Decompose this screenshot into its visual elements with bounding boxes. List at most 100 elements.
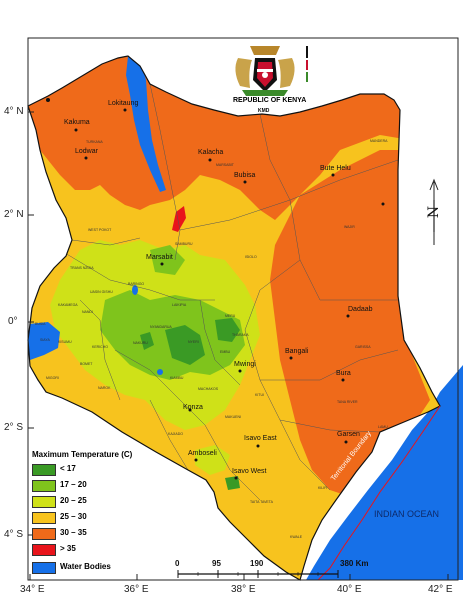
lat-label-2s: 2° S bbox=[4, 422, 24, 433]
county-label: MAKUENI bbox=[225, 415, 241, 419]
zone-below-17 bbox=[225, 476, 240, 490]
county-label: THARAKA bbox=[232, 333, 249, 337]
county-label: KISUMU bbox=[58, 340, 72, 344]
county-label: TRANS NZOIA bbox=[70, 266, 94, 270]
county-label: SIAYA bbox=[40, 338, 50, 342]
town-label: Bubisa bbox=[234, 172, 256, 179]
county-label: BOMET bbox=[80, 362, 93, 366]
town-marker bbox=[234, 476, 238, 480]
zone-above-35 bbox=[172, 206, 186, 232]
lon-label-42e: 42° E bbox=[428, 584, 453, 595]
town-marker bbox=[341, 378, 345, 382]
town-label: Bute Helu bbox=[320, 165, 351, 172]
county-label: MERU bbox=[225, 314, 236, 318]
town-marker bbox=[256, 444, 260, 448]
legend-swatch-below-17 bbox=[32, 464, 56, 476]
town-label: Amboseli bbox=[188, 450, 217, 457]
legend-title: Maximum Temperature (C) bbox=[32, 450, 133, 459]
zone-30-35 bbox=[28, 56, 410, 220]
scale-label: 190 bbox=[250, 559, 264, 568]
lat-label-2n: 2° N bbox=[4, 209, 24, 220]
town-label: Kakuma bbox=[64, 119, 90, 126]
county-label: MANDERA bbox=[370, 139, 388, 143]
county-label: KAKAMEGA bbox=[58, 303, 78, 307]
county-label: BUSIA bbox=[35, 322, 46, 326]
town-marker bbox=[346, 314, 350, 318]
county-label: TURKANA bbox=[86, 140, 103, 144]
county-label: LAIKIPIA bbox=[172, 303, 187, 307]
town-marker bbox=[238, 369, 242, 373]
town-marker bbox=[381, 202, 385, 206]
country-name: REPUBLIC OF KENYA bbox=[233, 97, 307, 104]
county-label: GARISSA bbox=[355, 345, 371, 349]
legend-label: 17 – 20 bbox=[60, 480, 87, 489]
town-marker bbox=[194, 458, 198, 462]
town-label: Bura bbox=[336, 370, 351, 377]
zone-below-17 bbox=[215, 318, 240, 342]
county-label: EMBU bbox=[220, 350, 231, 354]
legend-swatch-17-20 bbox=[32, 480, 56, 492]
kenya-coat-of-arms bbox=[235, 46, 308, 96]
lat-label-0: 0° bbox=[8, 316, 18, 327]
town-marker bbox=[84, 156, 88, 160]
county-label: WEST POKOT bbox=[88, 228, 112, 232]
county-label: TAITA TAVETA bbox=[250, 500, 273, 504]
zone-below-17 bbox=[165, 325, 205, 365]
town-label: Mwingi bbox=[234, 361, 256, 368]
north-arrow-label: N bbox=[426, 205, 443, 219]
county-label: KILIFI bbox=[318, 486, 328, 490]
lake-baringo bbox=[132, 285, 138, 295]
county-label: NYANDARUA bbox=[150, 325, 172, 329]
town-label: Lodwar bbox=[75, 148, 98, 155]
legend-swatch-water bbox=[32, 562, 56, 574]
county-label: MACHAKOS bbox=[198, 387, 219, 391]
town-marker bbox=[46, 98, 50, 102]
county-label: SAMBURU bbox=[175, 242, 193, 246]
county-label: KERICHO bbox=[92, 345, 108, 349]
town-marker bbox=[74, 128, 78, 132]
indian-ocean bbox=[306, 365, 463, 580]
legend-label: 30 – 35 bbox=[60, 528, 87, 537]
legend-label: 25 – 30 bbox=[60, 512, 87, 521]
legend-label: Water Bodies bbox=[60, 562, 111, 571]
lake-turkana bbox=[126, 56, 166, 192]
legend-label: < 17 bbox=[60, 464, 76, 473]
legend-swatch-20-25 bbox=[32, 496, 56, 508]
lake-naivasha bbox=[157, 369, 163, 375]
county-label: KWALE bbox=[290, 535, 303, 539]
county-label: NAROK bbox=[98, 386, 111, 390]
lon-label-36e: 36° E bbox=[124, 584, 149, 595]
zone-20-25 bbox=[195, 445, 230, 475]
county-label: MIGORI bbox=[46, 376, 59, 380]
town-label: Kalacha bbox=[198, 149, 224, 156]
legend-label: 20 – 25 bbox=[60, 496, 87, 505]
town-marker bbox=[160, 262, 164, 266]
county-label: UASIN GISHU bbox=[90, 290, 113, 294]
territorial-boundary-line bbox=[317, 405, 441, 581]
county-label: KITUI bbox=[255, 393, 264, 397]
town-marker bbox=[208, 158, 212, 162]
town-label: Bangali bbox=[285, 348, 309, 355]
town-label: Garsen bbox=[337, 431, 360, 438]
lon-label-34e: 34° E bbox=[20, 584, 45, 595]
county-boundaries bbox=[59, 83, 399, 501]
town-label: Konza bbox=[183, 404, 203, 411]
county-label: LAMU bbox=[378, 425, 388, 429]
county-label: KAJIADO bbox=[168, 432, 183, 436]
county-label: KIAMBU bbox=[170, 376, 184, 380]
town-marker bbox=[344, 440, 348, 444]
legend-swatch-25-30 bbox=[32, 512, 56, 524]
town-label: Dadaab bbox=[348, 306, 373, 313]
town-label: Isavo East bbox=[244, 435, 277, 442]
county-label: TANA RIVER bbox=[337, 400, 358, 404]
zone-30-35 bbox=[270, 150, 430, 495]
town-label: Isavo West bbox=[232, 468, 267, 475]
lon-label-38e: 38° E bbox=[231, 584, 256, 595]
county-label: ISIOLO bbox=[245, 255, 257, 259]
legend-label: > 35 bbox=[60, 544, 76, 553]
town-markers bbox=[46, 98, 385, 480]
lat-label-4n: 4° N bbox=[4, 106, 24, 117]
town-marker bbox=[331, 173, 335, 177]
county-label: NAKURU bbox=[133, 341, 148, 345]
